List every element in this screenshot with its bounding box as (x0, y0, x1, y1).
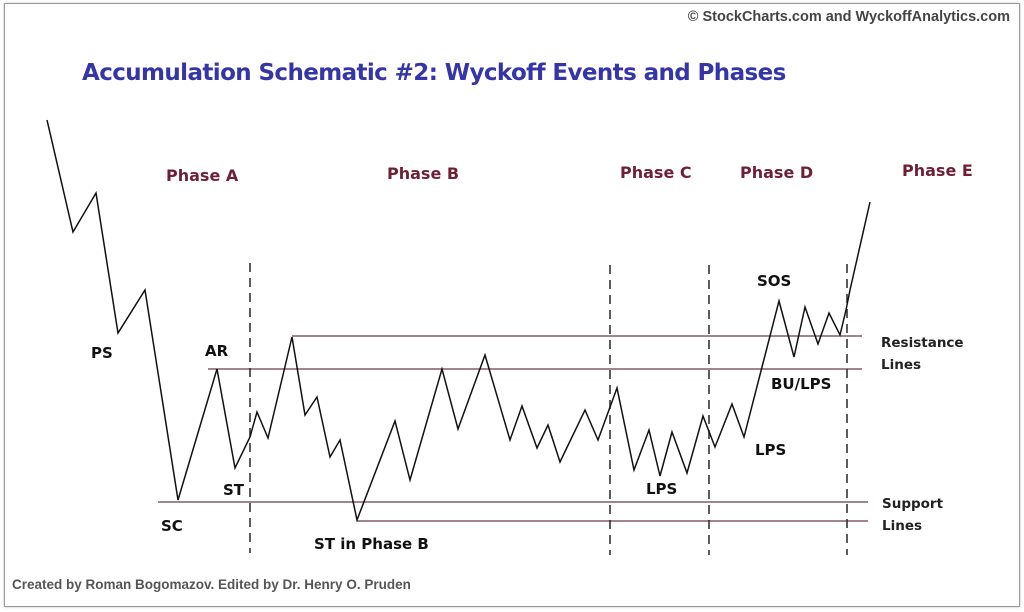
resistance-label-line2: Lines (881, 357, 921, 373)
phase-label-e: Phase E (902, 161, 973, 180)
support-label-line2: Lines (882, 518, 922, 534)
copyright-notice: © StockCharts.com and WyckoffAnalytics.c… (687, 9, 1010, 25)
phase-label-b: Phase B (387, 164, 459, 183)
diagram-title: Accumulation Schematic #2: Wyckoff Event… (82, 60, 786, 86)
event-label-st-phase-b: ST in Phase B (314, 535, 429, 553)
price-path (46, 119, 871, 523)
support-label-line1: Support (882, 496, 944, 512)
event-label-ps: PS (91, 344, 113, 362)
event-label-sc: SC (161, 517, 183, 535)
resistance-lines (208, 335, 862, 370)
event-label-st: ST (223, 481, 245, 499)
event-label-lps-d: LPS (755, 441, 786, 459)
event-label-ar: AR (205, 342, 229, 360)
event-label-bu-lps: BU/LPS (771, 375, 831, 393)
phase-label-a: Phase A (166, 166, 239, 185)
resistance-label-line1: Resistance (881, 335, 964, 351)
event-label-sos: SOS (757, 272, 791, 290)
phase-label-d: Phase D (740, 163, 813, 182)
event-label-lps-c: LPS (646, 480, 677, 498)
diagram-frame (4, 3, 1020, 607)
phase-dividers (249, 263, 848, 555)
phase-label-c: Phase C (620, 163, 692, 182)
credit-line: Created by Roman Bogomazov. Edited by Dr… (12, 577, 411, 592)
support-lines (158, 501, 868, 522)
